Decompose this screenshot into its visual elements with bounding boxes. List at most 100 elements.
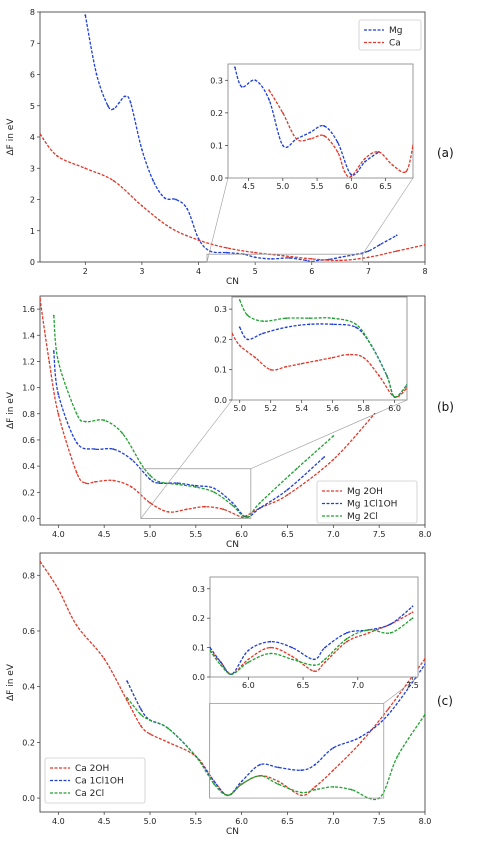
panel-b-inset-data-point-mg-2oh: [406, 387, 407, 389]
panel-b-inset-data-point-mg-2cl: [331, 317, 334, 320]
panel-b-data-point-mg-2cl: [158, 480, 161, 483]
panel-b-inset-data-point-mg-2oh: [300, 362, 303, 365]
panel-a-y-tick-label: 2: [30, 196, 35, 205]
panel-b-data-point-mg-2oh: [48, 360, 51, 363]
panel-c-data-point-ca-2cl: [314, 788, 316, 791]
panel-a-inset-series-group: [234, 66, 413, 178]
chart-panel-a: 2 3 4 5 6 7 8 0 1 2 3 4 5 6 7 8 CN ΔF in eV (a) 4.5 5.0 5.5 6.…: [6, 8, 454, 287]
panel-b-inset-data-point-mg-2cl: [406, 384, 407, 386]
panel-a-inset-y-tick-label: 0.1: [210, 141, 223, 150]
panel-c-inset-data-point-ca-2oh: [367, 632, 370, 634]
panel-a-inset-x-tick-label: 6.0: [345, 182, 358, 191]
panel-b-inset-x-tick-label: 5.6: [326, 404, 339, 413]
panel-c-inset-x-tick-label: 6.0: [242, 681, 255, 690]
panel-c-inset-data-point-ca-2cl: [291, 658, 293, 661]
panel-a-y-tick-label: 3: [30, 164, 35, 173]
panel-a-inset-data-point-mg: [281, 144, 284, 147]
panel-a-data-point-ca: [424, 243, 425, 246]
panel-a-inset-data-point-mg: [309, 131, 312, 134]
panel-b-data-point-mg-1cl1oh: [57, 393, 60, 395]
panel-a-zoom-region: [206, 253, 364, 263]
panel-b-inset-x-tick-label: 5.8: [357, 404, 370, 413]
panel-a-legend-label-mg: Mg: [389, 26, 402, 36]
panel-c-data-point-ca-1cl1oh: [332, 747, 335, 749]
panel-a-data-point-mg: [141, 148, 143, 151]
panel-c-data-point-ca-2cl: [424, 713, 425, 716]
panel-b-inset-data-point-mg-2oh: [269, 368, 272, 371]
panel-b-inset-data-point-mg-2cl: [386, 374, 388, 377]
panel-a-data-point-mg: [84, 14, 87, 16]
panel-a-inset-x-tick-label: 4.5: [242, 182, 255, 191]
panel-a-inset-x-tick-label: 5.0: [276, 182, 289, 191]
panel-b-inset-data-point-mg-2oh: [316, 359, 319, 362]
panel-c-inset-y-tick-label: 0.1: [192, 644, 205, 653]
panel-c-data-point-ca-2oh: [277, 780, 280, 783]
panel-a-x-tick-label: 7: [366, 267, 371, 276]
panel-c-inset-series-group: [210, 605, 414, 675]
panel-b-inset-y-tick-label: 0.1: [214, 366, 227, 375]
panel-c-inset-data-point-ca-1cl1oh: [411, 605, 414, 608]
panel-a-y-tick-label: 4: [30, 133, 35, 142]
panel-b-legend-label-mg-2cl: Mg 2Cl: [347, 512, 378, 522]
panel-b-data-point-mg-2cl: [75, 412, 78, 415]
panel-c-data-point-ca-2cl: [194, 755, 197, 758]
panel-a-inset-data-point-ca: [268, 89, 270, 91]
panel-b-data-point-mg-2oh: [84, 482, 87, 484]
panel-b-x-tick-label: 5.5: [189, 530, 202, 539]
panel-a-data-point-mg: [378, 243, 381, 246]
panel-c-data-point-ca-2oh: [167, 741, 170, 744]
panel-b-y-tick-label: 0.2: [22, 488, 35, 497]
panel-b-series-group: [40, 297, 376, 519]
panel-a-panel-label: (a): [437, 146, 454, 160]
panel-c-data-point-ca-2cl: [259, 774, 261, 777]
panel-a-data-point-mg: [175, 198, 177, 201]
panel-a-zoom-connector: [206, 177, 229, 263]
panel-a-legend: Mg Ca: [358, 19, 422, 51]
panel-b-inset-data-point-mg-1cl1oh: [238, 326, 241, 329]
panel-a-inset-data-point-ca: [364, 157, 366, 160]
panel-b-data-point-mg-1cl1oh: [286, 488, 289, 491]
panel-a-data-point-ca: [40, 133, 41, 135]
panel-b-inset: 5.0 5.2 5.4 5.6 5.8 6.0 0.0 0.1 0.2 0.3: [214, 296, 408, 413]
panel-a-inset-data-point-ca: [281, 112, 284, 114]
panel-b-data-point-mg-2cl: [194, 486, 197, 488]
panel-c-x-tick-label: 5.0: [144, 817, 157, 826]
panel-c-inset-data-point-ca-1cl1oh: [220, 661, 222, 664]
panel-a-inset-data-point-mg: [268, 98, 270, 101]
panel-c-data-point-ca-1cl1oh: [314, 763, 316, 766]
panel-c-inset-data-point-ca-2cl: [324, 658, 326, 661]
panel-c-data-point-ca-2oh: [139, 724, 142, 727]
panel-b-inset-y-tick-label: 0.0: [214, 396, 227, 405]
panel-b-zoom-region: [140, 468, 252, 519]
panel-b-inset-y-tick-label: 0.3: [214, 305, 227, 314]
panel-c-inset-data-point-ca-1cl1oh: [345, 632, 348, 634]
panel-a-data-point-ca: [169, 226, 172, 229]
panel-b-data-point-mg-2oh: [332, 458, 335, 461]
panel-a-inset-x-tick-label: 6.5: [379, 182, 392, 191]
panel-b-y-tick-label: 0.0: [22, 514, 35, 523]
panel-c-inset-data-point-ca-1cl1oh: [291, 646, 293, 649]
panel-b-data-point-mg-1cl1oh: [52, 350, 55, 352]
panel-a-inset-data-point-ca: [350, 175, 353, 178]
panel-c-series-line-ca-2oh: [40, 561, 425, 797]
panel-a-data-point-mg: [95, 73, 98, 76]
panel-c-inset-y-tick-label: 0.0: [192, 673, 205, 682]
panel-b-inset-data-point-mg-2oh: [331, 356, 334, 359]
panel-a-y-tick-label: 0: [30, 258, 35, 267]
panel-b-legend-label-mg-2oh: Mg 2OH: [347, 487, 383, 497]
panel-c-data-point-ca-2cl: [213, 783, 216, 786]
panel-c-legend-label-ca-1cl1oh: Ca 1Cl1OH: [75, 777, 124, 787]
panel-a-inset-data-point-mg: [240, 85, 243, 88]
panel-c-x-tick-label: 6.0: [235, 817, 248, 826]
panel-c-y-tick-label: 0.8: [22, 571, 35, 580]
panel-c-data-point-ca-2cl: [240, 783, 243, 786]
panel-b-legend: Mg 2OH Mg 1Cl1OH Mg 2Cl: [316, 480, 418, 524]
panel-c-inset-data-point-ca-2cl: [389, 632, 392, 634]
panel-c-data-point-ca-2cl: [277, 783, 280, 786]
panel-c-data-point-ca-2cl: [350, 788, 353, 791]
panel-a-data-point-ca: [254, 251, 256, 254]
panel-c-data-point-ca-1cl1oh: [213, 780, 216, 783]
panel-c-data-point-ca-1cl1oh: [240, 780, 243, 783]
panel-c-x-tick-label: 8.0: [419, 817, 432, 826]
panel-c-data-point-ca-1cl1oh: [300, 769, 303, 772]
